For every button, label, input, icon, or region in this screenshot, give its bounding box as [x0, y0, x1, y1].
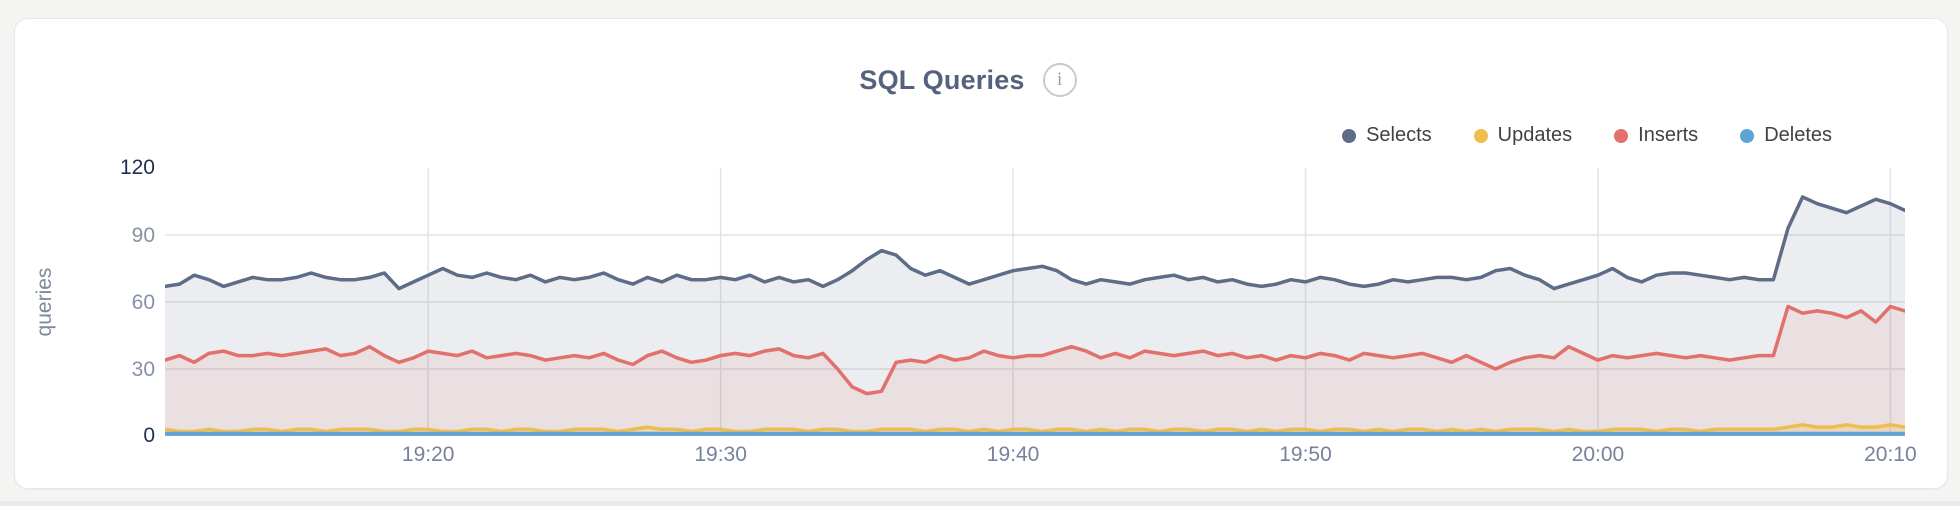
y-tick-90: 90	[131, 224, 155, 247]
x-tick-19:40: 19:40	[986, 443, 1040, 466]
x-tick-20:10: 20:10	[1864, 443, 1917, 466]
legend-label: Updates	[1497, 124, 1573, 146]
chart-header: SQL Queries i	[2, 63, 1934, 97]
chart-title: SQL Queries	[859, 64, 1025, 95]
chart-card: SQL Queries i Selects Updates Inserts De…	[14, 18, 1948, 489]
deletes-legend-dot-icon	[1740, 128, 1755, 143]
x-tick-20:00: 20:00	[1571, 443, 1625, 466]
sql-queries-area-chart[interactable]	[165, 149, 1905, 445]
legend-label: Inserts	[1638, 124, 1699, 146]
y-tick-60: 60	[131, 291, 155, 314]
updates-legend-dot-icon	[1473, 128, 1488, 143]
chart-legend: Selects Updates Inserts Deletes	[1342, 124, 1832, 147]
info-icon-glyph: i	[1057, 69, 1063, 90]
y-tick-30: 30	[131, 358, 155, 381]
inserts-legend-dot-icon	[1614, 128, 1629, 143]
legend-item-deletes[interactable]: Deletes	[1740, 124, 1832, 147]
selects-legend-dot-icon	[1342, 128, 1357, 143]
legend-item-selects[interactable]: Selects	[1342, 124, 1432, 147]
legend-item-inserts[interactable]: Inserts	[1614, 124, 1698, 147]
x-tick-19:50: 19:50	[1279, 443, 1332, 466]
x-tick-19:30: 19:30	[694, 443, 747, 466]
x-axis-labels: 19:20 19:30 19:40 19:50 20:00 20:10	[15, 443, 1947, 473]
info-icon[interactable]: i	[1042, 63, 1077, 97]
next-panel-edge	[0, 501, 1960, 506]
legend-label: Deletes	[1764, 124, 1832, 146]
legend-item-updates[interactable]: Updates	[1473, 124, 1573, 147]
y-tick-0: 0	[143, 424, 155, 447]
x-tick-19:20: 19:20	[401, 443, 455, 466]
y-axis-title: queries	[33, 267, 56, 337]
legend-label: Selects	[1366, 124, 1432, 146]
y-tick-120: 120	[119, 156, 155, 179]
